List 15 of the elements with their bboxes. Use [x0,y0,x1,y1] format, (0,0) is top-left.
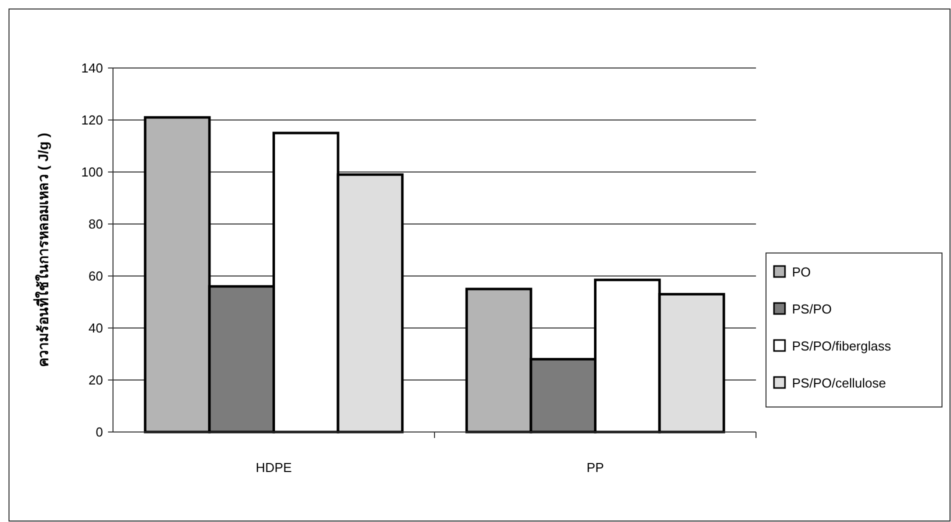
y-tick-label: 140 [81,60,103,76]
y-tick-label: 20 [88,372,103,388]
y-tick-label: 0 [96,424,103,440]
x-tick-label: PP [586,460,604,475]
legend-label: PO [792,264,811,280]
legend-label: PS/PO/fiberglass [792,338,892,354]
y-tick-label: 80 [88,216,103,232]
y-axis-title: ความร้อนที่ใช้ในการหลอมเหลว ( J/g ) [33,132,51,368]
y-tick-label: 40 [88,320,103,336]
y-tick-label: 60 [88,268,103,284]
legend-label: PS/PO [792,302,832,317]
y-tick-label: 120 [81,112,103,128]
legend-label: PS/PO/cellulose [792,376,886,391]
x-tick-label: HDPE [256,460,292,475]
y-tick-label: 100 [81,164,103,180]
